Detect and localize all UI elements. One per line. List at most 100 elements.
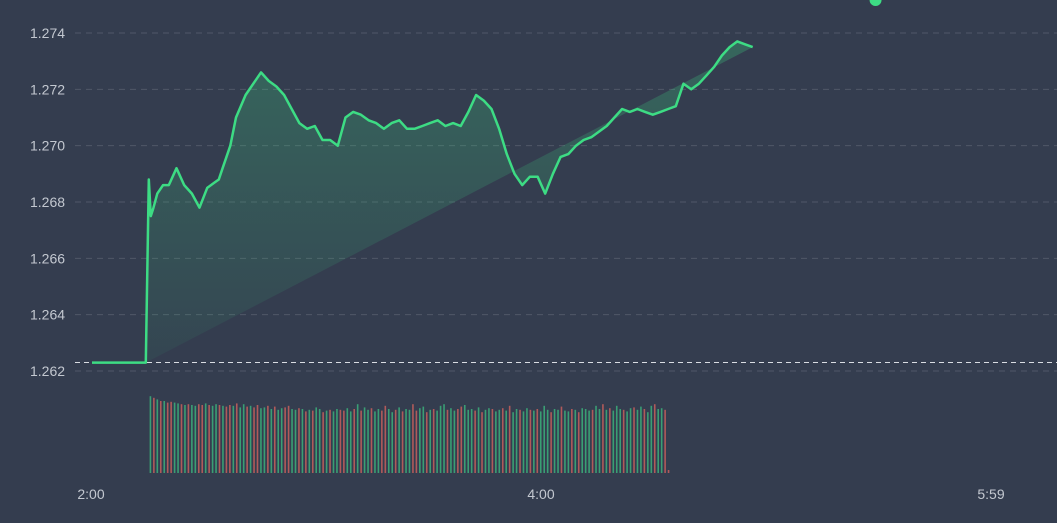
volume-bar	[336, 409, 338, 473]
volume-bar	[640, 406, 642, 473]
volume-bar	[629, 408, 632, 473]
volume-bar	[204, 403, 207, 473]
volume-bar	[398, 407, 400, 473]
volume-bar	[429, 409, 432, 473]
volume-bar	[325, 410, 328, 473]
volume-bar	[170, 401, 172, 473]
volume-bar	[211, 405, 214, 473]
volume-bars	[149, 396, 670, 473]
volume-bar	[346, 408, 349, 473]
volume-bar	[539, 411, 542, 473]
volume-bar	[208, 405, 210, 473]
volume-bar	[318, 409, 321, 473]
volume-bar	[232, 405, 235, 473]
volume-bar	[222, 405, 224, 473]
volume-bar	[571, 409, 573, 473]
volume-bar	[270, 409, 273, 473]
volume-bar	[557, 409, 559, 473]
volume-bar	[422, 406, 425, 473]
volume-bar	[432, 409, 435, 473]
volume-bar	[374, 411, 376, 473]
volume-bar	[187, 404, 190, 473]
volume-bar	[356, 404, 359, 473]
volume-bar	[643, 409, 646, 473]
volume-bar	[377, 409, 380, 473]
volume-bar	[533, 410, 535, 473]
volume-bar	[191, 405, 193, 473]
volume-bar	[474, 410, 476, 473]
volume-bar	[263, 407, 266, 473]
volume-bar	[457, 409, 459, 473]
volume-bar	[543, 405, 546, 473]
price-line	[92, 0, 882, 364]
volume-bar	[609, 408, 611, 473]
y-axis: 1.274 1.272 1.270 1.268 1.266 1.264 1.262	[30, 25, 65, 379]
volume-bar	[363, 407, 366, 473]
volume-bar	[280, 408, 283, 473]
volume-bar	[415, 410, 418, 473]
volume-bar	[615, 405, 618, 473]
volume-bar	[405, 409, 407, 473]
volume-bar	[166, 402, 169, 473]
y-tick-label: 1.272	[30, 81, 65, 97]
y-tick-label: 1.266	[30, 250, 65, 266]
volume-bar	[515, 409, 518, 473]
volume-bar	[391, 412, 394, 473]
volume-bar	[425, 412, 428, 473]
volume-bar	[329, 409, 331, 473]
volume-bar	[602, 404, 604, 473]
volume-bar	[577, 412, 580, 473]
volume-bar	[660, 408, 663, 473]
volume-bar	[495, 411, 497, 473]
volume-bar	[298, 408, 300, 473]
volume-bar	[153, 397, 155, 473]
volume-bar	[349, 411, 352, 473]
y-tick-label: 1.264	[30, 307, 65, 323]
volume-bar	[626, 411, 628, 473]
volume-bar	[636, 409, 639, 473]
volume-bar	[256, 405, 259, 473]
volume-bar	[163, 401, 166, 473]
volume-bar	[526, 408, 528, 473]
volume-bar	[574, 409, 577, 473]
volume-bar	[177, 403, 179, 473]
volume-bar	[463, 405, 466, 473]
volume-bar	[512, 412, 514, 473]
volume-bar	[619, 409, 621, 473]
y-tick-label: 1.268	[30, 194, 65, 210]
volume-bar	[253, 407, 255, 473]
volume-bar	[301, 409, 304, 473]
x-tick-label: 4:00	[527, 486, 554, 502]
volume-bar	[477, 407, 480, 473]
x-axis: 2:00 4:00 5:59	[77, 486, 1004, 502]
volume-bar	[553, 409, 556, 473]
volume-bar	[197, 404, 200, 473]
volume-bar	[501, 408, 504, 473]
volume-bar	[481, 412, 483, 473]
volume-bar	[453, 410, 456, 473]
volume-bar	[653, 404, 656, 473]
volume-bar	[284, 407, 286, 473]
volume-bar	[367, 409, 369, 473]
volume-bar	[546, 409, 549, 473]
volume-bar	[622, 409, 625, 473]
volume-bar	[412, 404, 414, 473]
volume-bar	[394, 409, 397, 473]
volume-bar	[215, 404, 217, 473]
price-line-path	[92, 40, 754, 364]
volume-bar	[159, 401, 162, 473]
volume-bar	[591, 409, 594, 473]
volume-bar	[647, 412, 649, 473]
volume-bar	[567, 411, 570, 473]
volume-bar	[536, 409, 539, 473]
volume-bar	[667, 470, 670, 473]
volume-bar	[149, 396, 152, 473]
volume-bar	[657, 409, 659, 473]
volume-bar	[581, 408, 584, 473]
volume-bar	[267, 405, 269, 473]
volume-bar	[235, 403, 238, 473]
volume-bar	[194, 405, 197, 473]
volume-bar	[498, 409, 501, 473]
